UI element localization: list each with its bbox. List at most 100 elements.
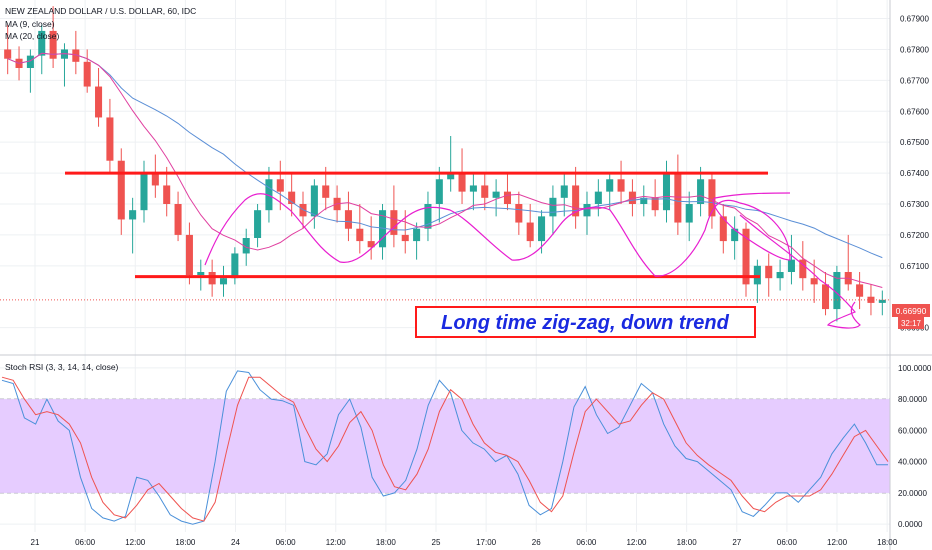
time-tick-label: 24 bbox=[231, 538, 240, 547]
rsi-axis: 100.0000 80.0000 60.0000 40.0000 20.0000 0.00… bbox=[898, 364, 932, 529]
candle-body bbox=[185, 234, 193, 276]
stoch-rsi-title: Stoch RSI (3, 3, 14, 14, close) bbox=[5, 362, 119, 372]
candle-body bbox=[117, 160, 125, 220]
candle-body bbox=[583, 204, 591, 217]
candle-body bbox=[697, 179, 705, 204]
candle-body bbox=[572, 185, 580, 217]
candle-body bbox=[435, 179, 443, 204]
candle-body bbox=[822, 284, 830, 310]
candle-body bbox=[288, 191, 296, 204]
time-tick-label: 17:00 bbox=[476, 538, 497, 547]
price-tick-label: 0.67700 bbox=[900, 76, 929, 85]
candle-body bbox=[140, 173, 148, 211]
time-tick-label: 06:00 bbox=[75, 538, 96, 547]
candle-body bbox=[49, 30, 57, 59]
candle-body bbox=[151, 173, 159, 186]
time-tick-label: 18:00 bbox=[175, 538, 196, 547]
candle-body bbox=[560, 185, 568, 198]
candle-body bbox=[265, 179, 273, 211]
ma9-line bbox=[7, 52, 883, 288]
candle-body bbox=[549, 197, 557, 217]
candle-body bbox=[538, 216, 546, 242]
time-axis: 21 06:00 12:00 18:00 24 06:00 12:00 18:00 25 17:0… bbox=[31, 538, 898, 547]
candle-body bbox=[458, 173, 466, 192]
candle-body bbox=[878, 299, 886, 303]
candle-body bbox=[413, 228, 421, 242]
stoch-rsi-band bbox=[0, 399, 890, 493]
candle-body bbox=[481, 185, 489, 198]
rsi-tick-label: 0.0000 bbox=[898, 520, 923, 529]
stoch-rsi-d-line bbox=[1, 376, 889, 522]
zigzag-drawing[interactable] bbox=[204, 192, 791, 277]
downtrend-arrow-drawing[interactable] bbox=[739, 214, 861, 329]
candle-body bbox=[219, 278, 228, 285]
candle-body bbox=[628, 191, 636, 204]
candle-body bbox=[606, 179, 614, 192]
candle-body bbox=[356, 228, 364, 242]
candle-body bbox=[833, 272, 841, 310]
price-axis: 0.67900 0.67800 0.67700 0.67600 0.67500 0.674… bbox=[900, 15, 929, 333]
time-tick-label: 06:00 bbox=[276, 538, 297, 547]
candle-body bbox=[401, 234, 409, 242]
time-tick-label: 12:00 bbox=[125, 538, 146, 547]
candle-body bbox=[447, 173, 455, 180]
price-tick-label: 0.67600 bbox=[900, 107, 929, 116]
candle-body bbox=[174, 204, 182, 235]
stoch-rsi-lines bbox=[1, 370, 889, 525]
price-tick-label: 0.67800 bbox=[900, 45, 929, 54]
ma20-legend: MA (20, close) bbox=[5, 31, 59, 41]
candle-body bbox=[799, 259, 807, 279]
candle-body bbox=[708, 179, 716, 217]
stoch-rsi-k-line bbox=[1, 370, 888, 525]
candle-body bbox=[674, 173, 682, 223]
candle-body bbox=[231, 253, 239, 279]
candle-body bbox=[594, 191, 602, 204]
candle-body bbox=[38, 30, 46, 56]
candle-body bbox=[344, 210, 352, 229]
candle-body bbox=[129, 210, 137, 220]
last-price-value: 0.66990 bbox=[896, 306, 927, 316]
candle-body bbox=[276, 179, 284, 192]
last-price-tag bbox=[892, 304, 930, 317]
rsi-tick-label: 60.0000 bbox=[898, 426, 927, 435]
rsi-tick-label: 40.0000 bbox=[898, 458, 927, 467]
candles bbox=[4, 6, 886, 322]
price-tick-label: 0.67200 bbox=[900, 231, 929, 240]
countdown-value: 32:17 bbox=[901, 319, 922, 328]
candle-body bbox=[753, 265, 761, 285]
candle-body bbox=[95, 86, 103, 118]
ma9-legend: MA (9, close) bbox=[5, 19, 55, 29]
candle-body bbox=[685, 204, 693, 223]
annotation-box[interactable] bbox=[415, 306, 756, 338]
candle-body bbox=[719, 216, 727, 242]
candle-body bbox=[424, 204, 432, 229]
time-tick-label: 12:00 bbox=[326, 538, 347, 547]
annotation-text: Long time zig-zag, down trend bbox=[441, 312, 730, 334]
time-tick-label: 25 bbox=[432, 538, 441, 547]
candle-body bbox=[163, 185, 171, 204]
rsi-tick-label: 20.0000 bbox=[898, 489, 927, 498]
candle-body bbox=[742, 228, 750, 285]
price-tick-label: 0.67300 bbox=[900, 200, 929, 209]
price-tick-label: 0.67100 bbox=[900, 262, 929, 271]
candle-body bbox=[731, 228, 739, 242]
candle-body bbox=[617, 179, 625, 192]
time-tick-label: 18:00 bbox=[677, 538, 698, 547]
candle-body bbox=[640, 197, 648, 204]
time-tick-label: 21 bbox=[31, 538, 40, 547]
ma20-line bbox=[7, 52, 883, 259]
candle-body bbox=[810, 278, 818, 285]
candle-body bbox=[72, 49, 80, 62]
candle-body bbox=[651, 197, 659, 211]
candle-body bbox=[787, 259, 795, 272]
candle-body bbox=[367, 241, 375, 248]
candle-body bbox=[310, 185, 318, 217]
candle-body bbox=[208, 272, 216, 285]
candle-body bbox=[379, 210, 387, 248]
time-tick-label: 27 bbox=[732, 538, 741, 547]
time-tick-label: 26 bbox=[532, 538, 541, 547]
countdown-tag bbox=[898, 317, 924, 329]
candle-body bbox=[26, 55, 34, 68]
candle-body bbox=[197, 272, 205, 276]
